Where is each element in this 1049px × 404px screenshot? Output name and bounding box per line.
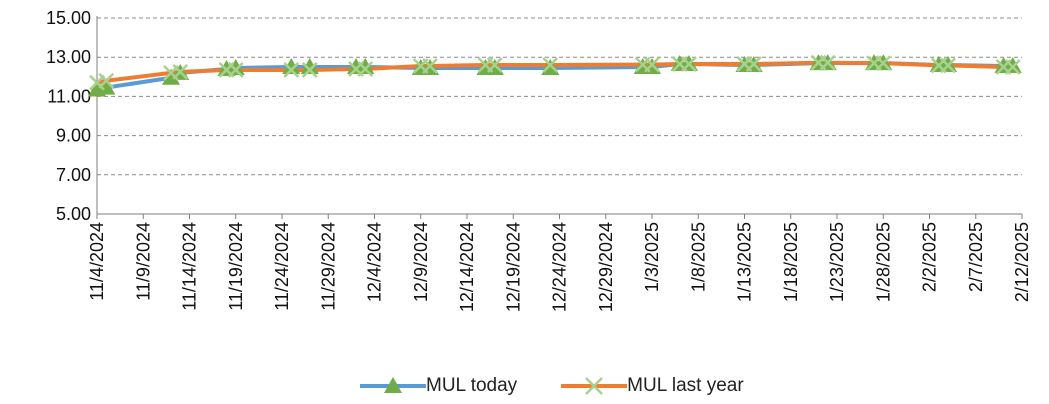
- data-point-mul-last-year: [542, 57, 559, 73]
- marker-stroke: [681, 56, 697, 72]
- data-point-mul-last-year: [422, 58, 438, 74]
- legend-swatch-mul-last-year: [561, 377, 628, 395]
- x-tick-label: 11/29/2024: [318, 222, 338, 311]
- x-tick-label: 2/2/2025: [920, 222, 940, 292]
- data-point-mul-last-year: [172, 64, 189, 80]
- axes: [96, 16, 1023, 219]
- x-tick-label: 11/19/2024: [226, 222, 246, 311]
- data-point-mul-last-year: [301, 62, 318, 78]
- marker-stroke: [542, 57, 559, 73]
- data-point-mul-today: [226, 58, 245, 75]
- data-point-mul-today: [356, 58, 375, 74]
- series-group: [88, 54, 1022, 97]
- data-point-mul-today: [300, 58, 319, 74]
- marker-stroke: [644, 56, 660, 73]
- data-point-mul-last-year: [486, 57, 503, 73]
- y-tick-label: 7.00: [56, 165, 91, 185]
- legend-label-mul-last-year: MUL last year: [627, 375, 744, 396]
- data-point-mul-today: [1003, 57, 1022, 74]
- data-point-mul-last-year: [940, 57, 956, 74]
- x-tick-label: 1/13/2025: [735, 222, 755, 302]
- x-tick-label: 11/14/2024: [180, 222, 200, 311]
- marker-stroke: [172, 64, 189, 80]
- data-point-mul-last-year: [89, 74, 105, 91]
- y-tick-label: 13.00: [46, 47, 91, 67]
- data-point-mul-last-year: [681, 56, 697, 72]
- marker-stroke: [301, 62, 318, 78]
- marker-stroke: [745, 56, 762, 72]
- x-tick-label: 1/8/2025: [688, 222, 708, 292]
- marker-stroke: [89, 74, 105, 91]
- x-tick-label: 11/4/2024: [87, 222, 107, 301]
- legend-item-mul-last-year: MUL last year: [561, 374, 744, 398]
- marker-stroke: [875, 55, 892, 71]
- legend: MUL today MUL last year: [360, 372, 788, 400]
- x-tick-label: 1/3/2025: [642, 222, 662, 292]
- data-point-mul-last-year: [227, 62, 244, 78]
- x-tick-label: 2/7/2025: [966, 222, 986, 292]
- x-tick-label: 12/24/2024: [550, 222, 570, 312]
- data-point-mul-today: [97, 78, 116, 95]
- data-point-mul-today: [282, 58, 301, 74]
- data-point-mul-last-year: [875, 55, 892, 71]
- data-point-mul-last-year: [98, 72, 115, 89]
- x-tick-label: 12/29/2024: [596, 222, 616, 312]
- x-tick-labels: 11/4/2024 11/9/2024 11/14/2024 11/19/2024 11…: [87, 222, 1032, 312]
- x-tick-label: 1/23/2025: [827, 222, 847, 302]
- marker-stroke: [940, 57, 956, 74]
- x-tick-label: 11/24/2024: [272, 222, 292, 311]
- x-tick-label: 12/14/2024: [457, 222, 477, 312]
- marker-stroke: [283, 62, 300, 78]
- marker-stroke: [1004, 59, 1021, 75]
- marker-stroke: [819, 54, 836, 71]
- x-tick-label: 12/19/2024: [503, 222, 523, 312]
- data-point-mul-last-year: [819, 54, 836, 71]
- x-tick-label: 1/18/2025: [781, 222, 801, 302]
- marker-stroke: [422, 58, 438, 74]
- legend-item-mul-today: MUL today: [360, 374, 517, 398]
- data-point-mul-last-year: [644, 56, 660, 73]
- gridlines: [97, 17, 1022, 176]
- legend-label-mul-today: MUL today: [426, 375, 518, 396]
- marker-stroke: [98, 72, 115, 89]
- marker-stroke: [486, 57, 503, 73]
- x-tick-label: 1/28/2025: [873, 222, 893, 302]
- y-tick-label: 15.00: [46, 8, 91, 28]
- x-tick-label: 2/12/2025: [1012, 222, 1032, 302]
- y-tick-label: 9.00: [56, 126, 91, 146]
- data-point-mul-last-year: [745, 56, 762, 72]
- data-point-mul-last-year: [283, 62, 300, 78]
- y-tick-label: 5.00: [56, 204, 91, 224]
- x-tick-label: 12/9/2024: [411, 222, 431, 302]
- data-point-mul-last-year: [1004, 59, 1021, 75]
- legend-swatch-mul-today: [360, 377, 426, 393]
- x-tick-label: 12/4/2024: [365, 222, 385, 302]
- x-tick-label: 11/9/2024: [133, 222, 153, 301]
- y-tick-label: 11.00: [47, 86, 91, 106]
- marker-stroke: [227, 62, 244, 78]
- data-point-mul-today: [162, 68, 180, 85]
- y-tick-labels: 5.00 7.00 9.00 11.00 13.00 15.00: [46, 8, 91, 224]
- marker-stroke: [357, 61, 374, 77]
- data-point-mul-last-year: [357, 61, 374, 77]
